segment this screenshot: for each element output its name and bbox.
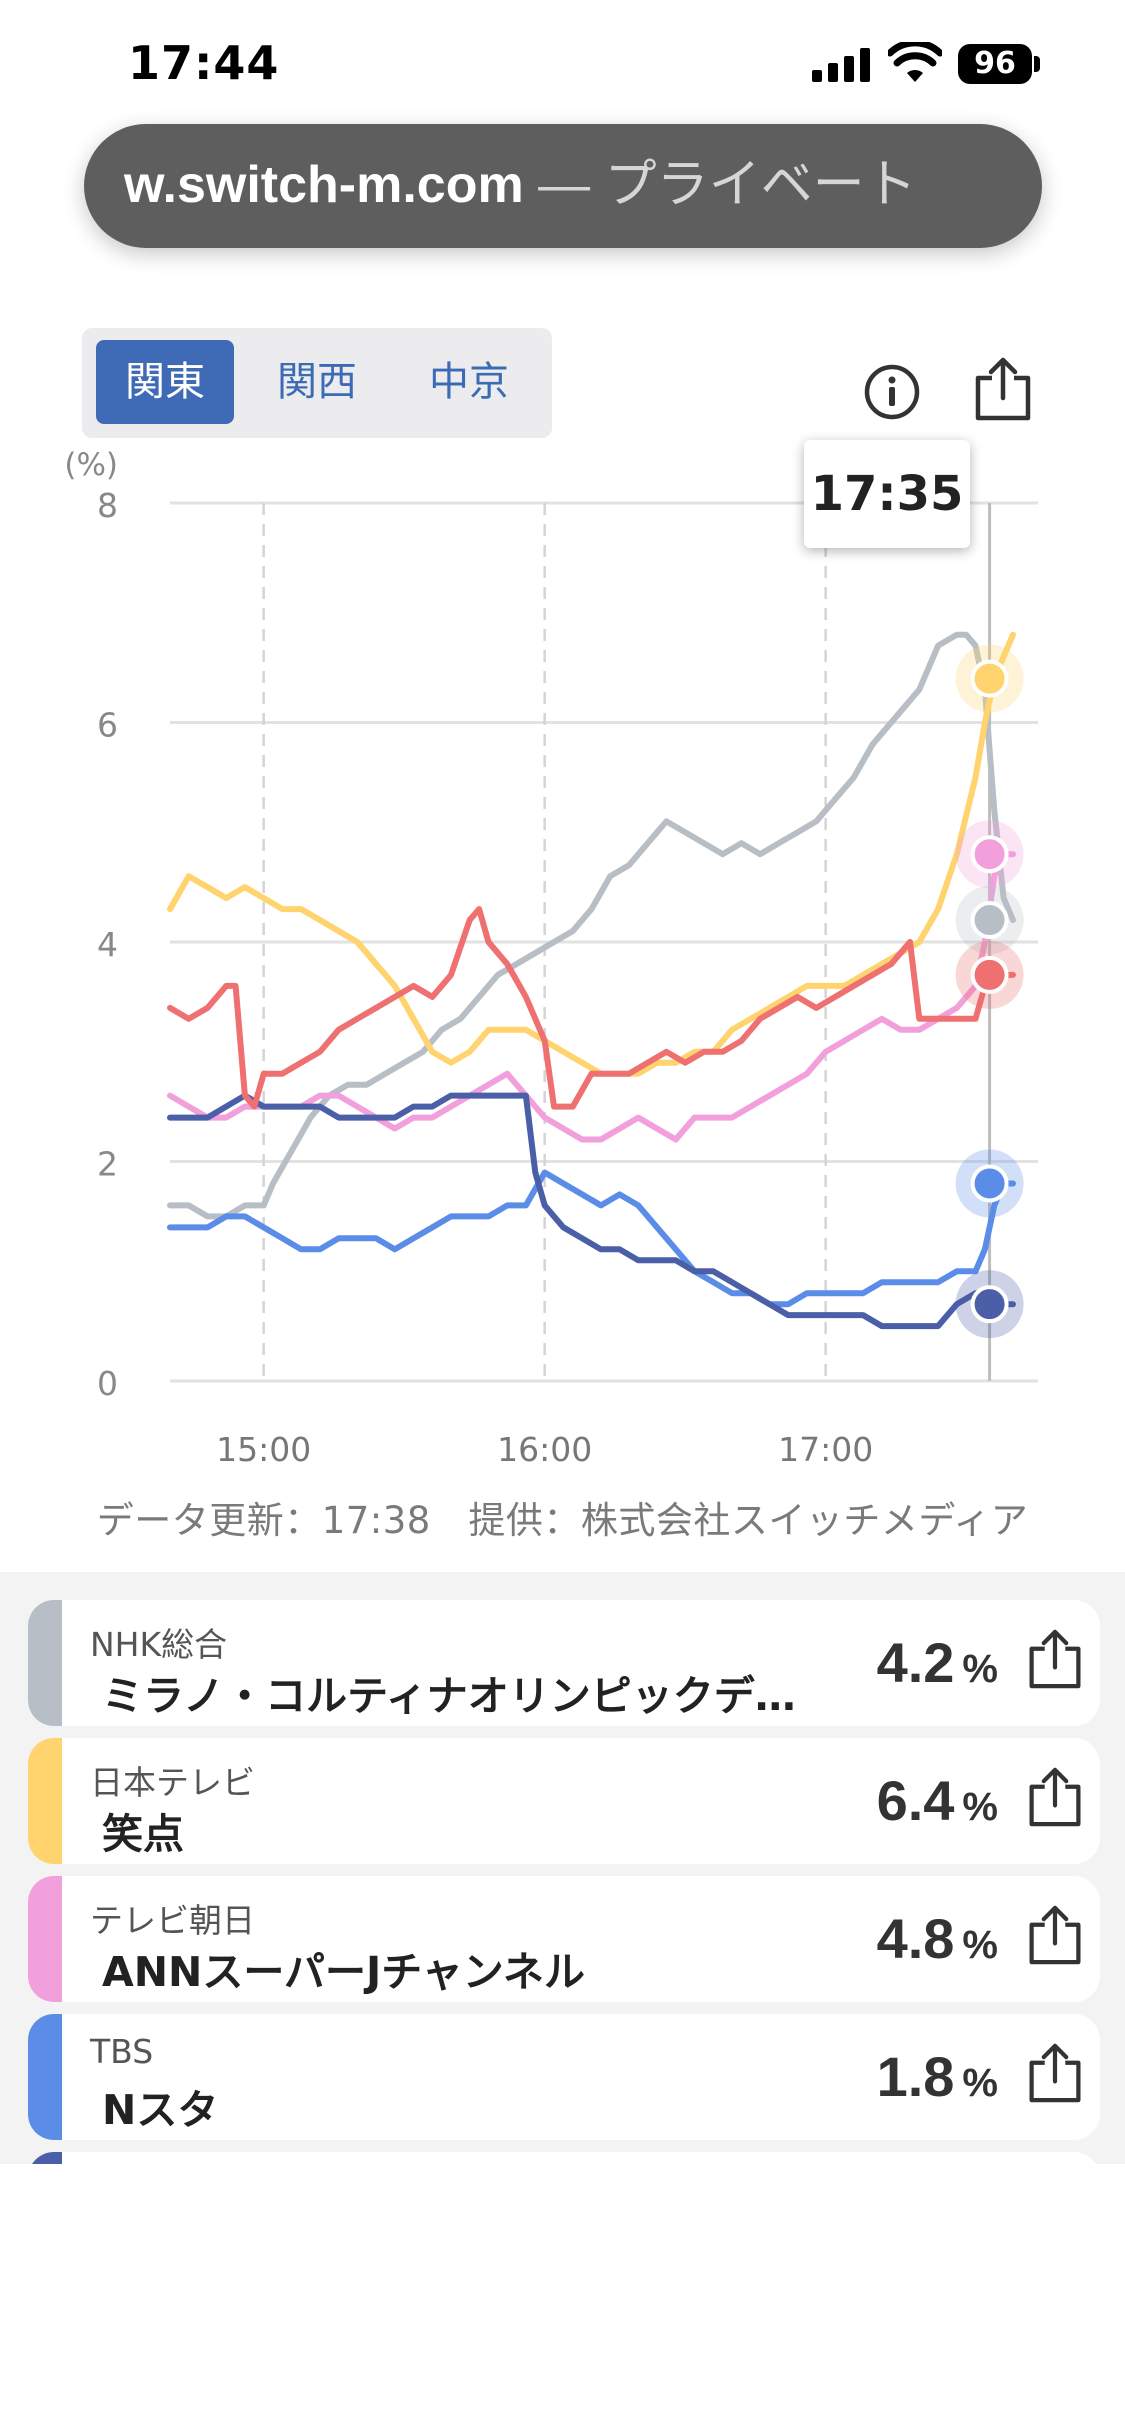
rating-unit: %: [962, 1785, 998, 1829]
address-bar[interactable]: w.switch-m.com — プライベート: [84, 124, 1042, 248]
x-tick-label: 17:00: [778, 1430, 873, 1469]
x-tick-label: 15:00: [216, 1430, 311, 1469]
rating-number: 4.8: [876, 1907, 955, 1970]
cursor-marker: [970, 835, 1009, 874]
cursor-marker: [970, 1285, 1009, 1324]
channel-name: 日本テレビ: [90, 1763, 255, 1802]
page-bottom-blank: [0, 2164, 1125, 2436]
channel-card-nhk[interactable]: NHK総合 ミラノ・コルティナオリンピックデ… 4.2%: [28, 1600, 1100, 1726]
rating-value: 6.4%: [828, 1768, 998, 1833]
share-icon[interactable]: [1026, 1628, 1084, 1690]
cursor-marker: [970, 659, 1009, 698]
battery-icon: 96: [958, 44, 1042, 84]
cellular-signal-icon: [812, 48, 870, 82]
tab-kansai[interactable]: 関西: [277, 359, 357, 405]
ratings-chart: 0 2 4 6 8 (%) 15:00 16:00 17:00: [0, 440, 1125, 1480]
rating-value: 4.8%: [828, 1906, 998, 1971]
rating-value: 1.8%: [828, 2044, 998, 2109]
series-line: [167, 1169, 1016, 1308]
program-title: 笑点: [102, 1810, 184, 1858]
share-icon[interactable]: [1026, 1766, 1084, 1828]
channel-card-tbs[interactable]: TBS Nスタ 1.8%: [28, 2014, 1100, 2140]
address-text: w.switch-m.com — プライベート: [124, 148, 917, 222]
channel-card-tv-asahi[interactable]: テレビ朝日 ANNスーパーJチャンネル 4.8%: [28, 1876, 1100, 2002]
chart-svg: 0 2 4 6 8(%) 15:00 16:00 17:00: [64, 447, 1038, 1469]
program-title: ANNスーパーJチャンネル: [102, 1948, 585, 1996]
series-line: [167, 631, 1016, 1077]
wifi-icon: [888, 42, 942, 82]
y-tick-label: 0: [97, 1364, 118, 1403]
battery-tip: [1034, 56, 1040, 72]
series-line: [167, 851, 1016, 1143]
series-line: [167, 1092, 1016, 1330]
channel-name: NHK総合: [90, 1625, 228, 1664]
y-axis-unit: (%): [64, 447, 118, 483]
channel-name: テレビ朝日: [90, 1901, 255, 1940]
url-domain: w.switch-m.com: [124, 156, 524, 214]
channel-color-bar: [28, 1876, 62, 2002]
y-tick-label: 4: [97, 925, 118, 964]
region-tabs: 関東 関西 中京: [82, 328, 552, 438]
rating-unit: %: [962, 1647, 998, 1691]
share-icon[interactable]: [1026, 1904, 1084, 1966]
rating-value: 4.2%: [828, 1630, 998, 1695]
program-title: Nスタ: [102, 2086, 219, 2134]
cursor-time-tooltip: 17:35: [804, 440, 970, 548]
cursor-marker: [970, 1164, 1009, 1203]
rating-unit: %: [962, 2061, 998, 2105]
channel-color-bar: [28, 2014, 62, 2140]
tab-chukyo[interactable]: 中京: [429, 359, 509, 405]
program-title: ミラノ・コルティナオリンピックデ…: [102, 1672, 796, 1720]
y-tick-label: 2: [97, 1145, 118, 1184]
data-update-note: データ更新：17:38 提供：株式会社スイッチメディア: [96, 1499, 1029, 1542]
channel-color-bar: [28, 1600, 62, 1726]
rating-number: 6.4: [876, 1769, 955, 1832]
channel-card-ntv[interactable]: 日本テレビ 笑点 6.4%: [28, 1738, 1100, 1864]
battery-level: 96: [958, 44, 1032, 84]
rating-number: 1.8: [876, 2045, 955, 2108]
channel-color-bar: [28, 1738, 62, 1864]
channel-name: TBS: [90, 2032, 154, 2071]
rating-number: 4.2: [876, 1631, 955, 1694]
cursor-marker: [970, 955, 1009, 994]
info-circle-icon[interactable]: [862, 362, 922, 422]
y-tick-label: 6: [97, 706, 118, 745]
tab-kanto[interactable]: 関東: [96, 340, 234, 424]
rating-unit: %: [962, 1923, 998, 1967]
y-tick-label: 8: [97, 486, 118, 525]
share-icon[interactable]: [1026, 2042, 1084, 2104]
status-time: 17:44: [128, 36, 280, 90]
series-line: [167, 906, 1016, 1110]
status-bar: 17:44 96: [0, 0, 1125, 120]
url-private-label: — プライベート: [523, 156, 917, 214]
cursor-marker: [970, 901, 1009, 940]
series-line: [167, 631, 1016, 1220]
x-tick-label: 16:00: [497, 1430, 592, 1469]
share-icon[interactable]: [972, 356, 1034, 422]
